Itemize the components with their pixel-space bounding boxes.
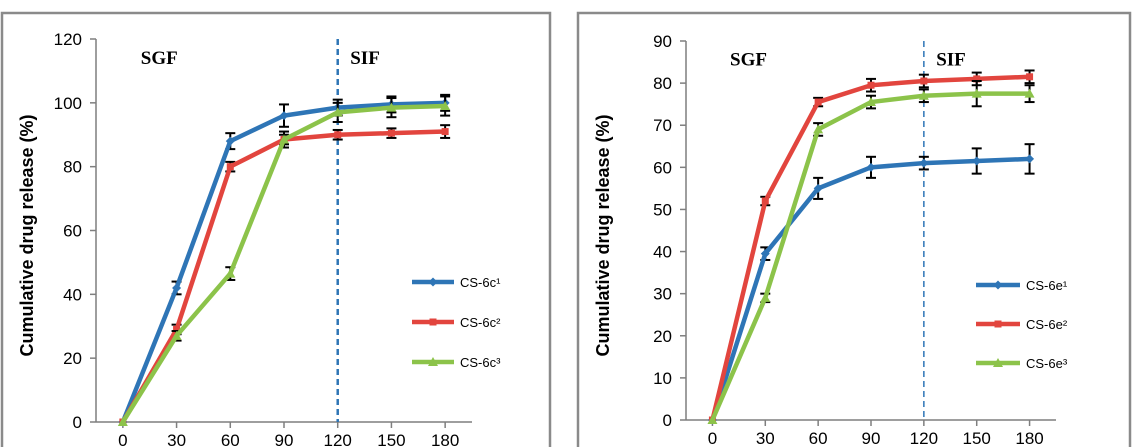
data-point (279, 111, 289, 121)
data-point (918, 90, 929, 100)
legend-label: CS-6c³ (460, 355, 501, 370)
chart-frame (0, 11, 552, 447)
data-point (707, 415, 718, 424)
y-tick-label: 70 (653, 116, 672, 135)
x-tick-label: 60 (221, 431, 240, 447)
x-tick-label: 120 (324, 431, 352, 447)
legend-label: CS-6e¹ (1026, 278, 1068, 293)
data-point (760, 292, 771, 302)
data-point (279, 134, 289, 144)
data-point (226, 163, 234, 171)
data-point (428, 277, 438, 287)
legend-label: CS-6e³ (1026, 356, 1068, 371)
data-point (866, 162, 876, 172)
data-point (994, 320, 1002, 328)
data-point (332, 107, 343, 117)
x-tick-label: 60 (809, 429, 828, 447)
y-tick-label: 120 (54, 30, 82, 49)
data-point (387, 129, 395, 137)
y-tick-label: 0 (73, 413, 82, 432)
data-point (441, 128, 449, 136)
data-point (1024, 88, 1035, 98)
phase-label-sif: SIF (936, 50, 966, 71)
y-tick-label: 40 (653, 243, 672, 262)
data-point (440, 101, 451, 111)
phase-label-sgf: SGF (730, 50, 767, 71)
data-point (172, 283, 182, 293)
data-point (761, 197, 769, 205)
series-line (120, 100, 446, 423)
y-tick-label: 20 (63, 349, 82, 368)
data-point (867, 81, 875, 89)
data-point (225, 268, 236, 278)
y-tick-label: 30 (653, 285, 672, 304)
y-tick-label: 40 (63, 285, 82, 304)
phase-label-sgf: SGF (141, 48, 178, 69)
x-tick-label: 30 (167, 431, 186, 447)
series-line (120, 129, 446, 424)
data-point (813, 124, 824, 134)
y-tick-label: 60 (63, 222, 82, 241)
y-axis-title: Cumulative drug release (%) (17, 114, 37, 356)
y-tick-label: 0 (663, 411, 672, 430)
data-point (386, 102, 397, 112)
y-tick-label: 50 (653, 200, 672, 219)
data-point (225, 136, 235, 146)
legend-label: CS-6e² (1026, 317, 1068, 332)
legend-label: CS-6c¹ (460, 275, 501, 290)
data-point (760, 249, 770, 259)
data-point (971, 88, 982, 98)
legend-label: CS-6c² (460, 315, 501, 330)
chart-right: 0 10 20 30 40 50 60 70 80 90 0 30 60 90 120 150 180 Cumul… (576, 11, 1132, 447)
series-line (120, 103, 446, 424)
x-tick-label: 90 (275, 431, 294, 447)
data-point (171, 330, 182, 340)
series-line (710, 74, 1030, 421)
x-tick-label: 150 (377, 431, 405, 447)
data-point (428, 357, 438, 366)
y-tick-label: 20 (653, 327, 672, 346)
data-point (972, 156, 982, 166)
data-point (1025, 154, 1035, 164)
series-line (710, 91, 1030, 421)
data-point (920, 77, 928, 85)
data-point (993, 358, 1003, 367)
x-tick-label: 30 (756, 429, 775, 447)
chart-left: 0 20 40 60 80 100 120 0 30 60 90 120 150 180 Cumulativ… (0, 11, 552, 447)
y-tick-label: 90 (653, 32, 672, 51)
y-axis-title: Cumulative drug release (%) (593, 114, 613, 356)
data-point (334, 131, 342, 139)
y-tick-label: 10 (653, 369, 672, 388)
y-tick-label: 100 (54, 94, 82, 113)
data-point (1026, 73, 1034, 81)
x-tick-label: 0 (118, 431, 127, 447)
x-tick-label: 0 (708, 429, 717, 447)
data-point (814, 98, 822, 106)
data-point (919, 158, 929, 168)
data-point (173, 325, 181, 333)
y-tick-label: 80 (63, 158, 82, 177)
y-tick-label: 60 (653, 158, 672, 177)
x-tick-label: 90 (862, 429, 881, 447)
data-point (813, 183, 823, 193)
data-point (973, 75, 981, 83)
chart-frame (576, 11, 1132, 447)
x-tick-label: 180 (1015, 429, 1043, 447)
data-point (993, 280, 1003, 290)
y-tick-label: 80 (653, 74, 672, 93)
x-tick-label: 120 (910, 429, 938, 447)
x-tick-label: 180 (431, 431, 459, 447)
series-line (710, 156, 1030, 421)
data-point (429, 318, 437, 326)
data-point (866, 97, 876, 107)
data-point (117, 417, 128, 426)
x-tick-label: 150 (963, 429, 991, 447)
phase-label-sif: SIF (350, 48, 380, 69)
